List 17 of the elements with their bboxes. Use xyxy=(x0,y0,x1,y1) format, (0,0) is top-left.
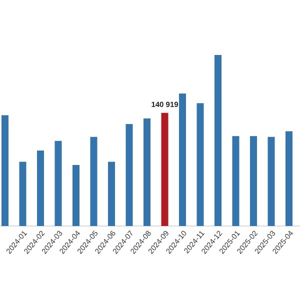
bar xyxy=(232,136,240,226)
bar xyxy=(161,112,168,226)
bar xyxy=(144,118,150,226)
bar xyxy=(54,140,62,226)
bar xyxy=(2,115,8,226)
bar xyxy=(268,136,275,226)
bar xyxy=(286,131,292,226)
bar xyxy=(250,136,257,226)
bar xyxy=(196,103,204,226)
bar xyxy=(126,124,133,226)
bar xyxy=(179,94,186,226)
bar xyxy=(37,150,44,226)
bar xyxy=(72,164,80,226)
bar xyxy=(214,55,222,226)
bar xyxy=(90,136,98,226)
bar xyxy=(108,162,115,226)
bar xyxy=(19,162,26,226)
